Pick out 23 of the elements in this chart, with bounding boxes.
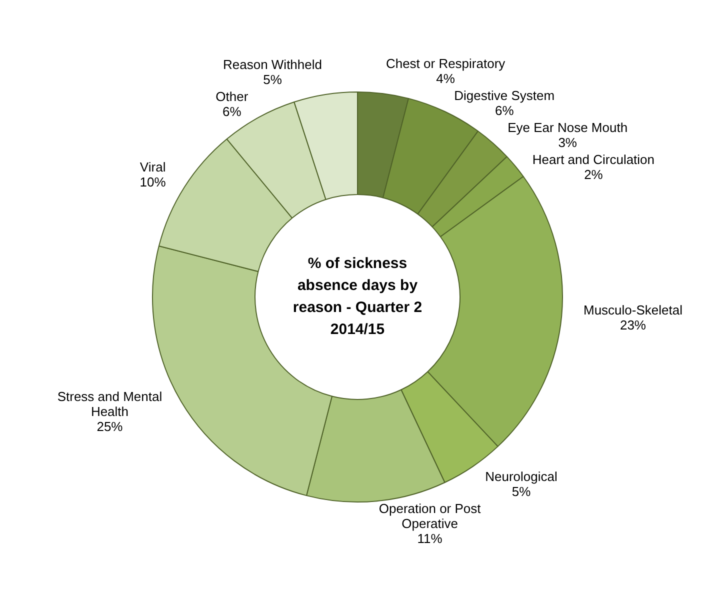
slice-label: Other — [216, 88, 249, 104]
data-label: 23% — [620, 317, 646, 332]
slice-label: Chest or Respiratory — [386, 56, 506, 71]
slice-label: Heart and Circulation — [532, 152, 655, 167]
slice-label: Stress and Mental Health — [57, 389, 162, 420]
data-label: 10% — [140, 174, 166, 190]
data-label: 6% — [494, 102, 514, 118]
slice-label: Musculo-Skeletal — [583, 302, 683, 318]
slice-label: Viral — [140, 159, 166, 174]
data-label: 5% — [512, 484, 532, 499]
data-label: 2% — [584, 166, 604, 182]
data-label: 6% — [222, 104, 242, 119]
data-label: 3% — [558, 134, 578, 150]
text: % of sickness absence days by reason - Quarter 2 2014/15 — [292, 255, 422, 338]
data-label: 5% — [263, 72, 282, 87]
slice-label: Neurological — [485, 468, 558, 484]
slice-label: Digestive System — [454, 88, 555, 103]
slice-label: Eye Ear Nose Mouth — [508, 120, 628, 135]
data-label: 4% — [436, 70, 456, 86]
data-label: 25% — [96, 419, 124, 434]
data-label: 11% — [417, 530, 443, 546]
slice-label: Reason Withheld — [222, 56, 322, 72]
slice-label: Operation or Post Operative — [378, 500, 482, 531]
